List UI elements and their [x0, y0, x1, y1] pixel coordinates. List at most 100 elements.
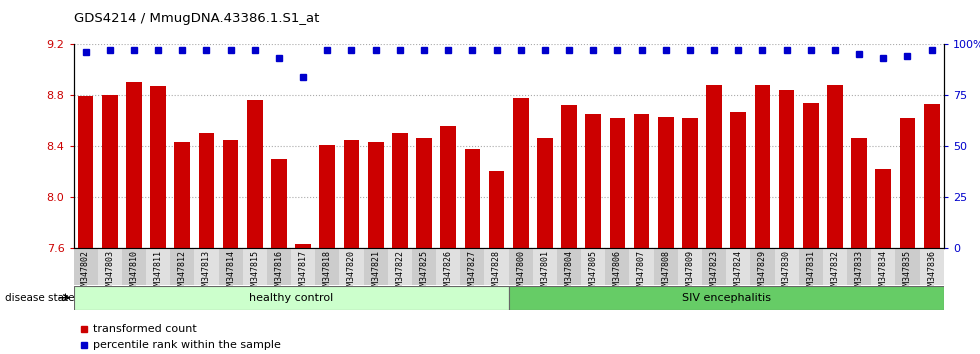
Text: GSM347800: GSM347800	[516, 250, 525, 295]
Bar	[412, 248, 436, 285]
Text: GSM347835: GSM347835	[903, 250, 912, 295]
Text: GSM347836: GSM347836	[927, 250, 936, 295]
Bar	[774, 248, 799, 285]
Bar	[171, 248, 194, 285]
Bar	[291, 248, 316, 285]
Text: GSM347812: GSM347812	[177, 250, 187, 295]
Bar	[484, 248, 509, 285]
Bar	[823, 248, 847, 285]
Text: GSM347828: GSM347828	[492, 250, 501, 295]
Text: GSM347834: GSM347834	[879, 250, 888, 295]
Bar	[77, 96, 93, 248]
Bar	[150, 86, 166, 248]
Text: SIV encephalitis: SIV encephalitis	[682, 293, 770, 303]
Bar	[803, 103, 818, 248]
Bar	[702, 248, 726, 285]
Bar	[267, 248, 291, 285]
Bar	[730, 112, 746, 248]
Text: GSM347814: GSM347814	[226, 250, 235, 295]
Bar	[871, 248, 896, 285]
Bar	[537, 138, 553, 248]
Bar	[74, 286, 509, 310]
Bar	[557, 248, 581, 285]
Bar	[751, 248, 774, 285]
Bar	[368, 142, 383, 248]
Bar	[392, 133, 408, 248]
Text: GSM347817: GSM347817	[299, 250, 308, 295]
Bar	[827, 85, 843, 248]
Text: disease state: disease state	[5, 293, 74, 303]
Bar	[339, 248, 364, 285]
Text: GSM347823: GSM347823	[710, 250, 718, 295]
Bar	[247, 100, 263, 248]
Text: GSM347813: GSM347813	[202, 250, 211, 295]
Bar	[562, 105, 577, 248]
Text: GSM347803: GSM347803	[105, 250, 115, 295]
Bar	[74, 248, 98, 285]
Bar	[799, 248, 823, 285]
Bar	[146, 248, 171, 285]
Bar	[344, 140, 360, 248]
Bar	[852, 138, 867, 248]
Bar	[122, 248, 146, 285]
Bar	[461, 248, 484, 285]
Bar	[726, 248, 751, 285]
Bar	[707, 85, 722, 248]
Bar	[222, 140, 238, 248]
Bar	[678, 248, 702, 285]
Text: GSM347809: GSM347809	[685, 250, 695, 295]
Text: GSM347833: GSM347833	[855, 250, 863, 295]
Text: GSM347811: GSM347811	[154, 250, 163, 295]
Text: GSM347801: GSM347801	[540, 250, 550, 295]
Bar	[847, 248, 871, 285]
Text: GSM347826: GSM347826	[444, 250, 453, 295]
Text: GSM347829: GSM347829	[758, 250, 767, 295]
Bar	[295, 244, 311, 248]
Bar	[243, 248, 267, 285]
Text: GSM347815: GSM347815	[250, 250, 260, 295]
Bar	[364, 248, 388, 285]
Text: GSM347830: GSM347830	[782, 250, 791, 295]
Bar	[533, 248, 557, 285]
Text: transformed count: transformed count	[93, 324, 196, 333]
Text: GSM347821: GSM347821	[371, 250, 380, 295]
Bar	[194, 248, 219, 285]
Bar	[126, 82, 142, 248]
Text: healthy control: healthy control	[249, 293, 333, 303]
Bar	[489, 171, 505, 248]
Bar	[610, 118, 625, 248]
Bar	[388, 248, 412, 285]
Bar	[634, 114, 650, 248]
Text: percentile rank within the sample: percentile rank within the sample	[93, 340, 280, 350]
Bar	[98, 248, 122, 285]
Bar	[416, 138, 432, 248]
Bar	[174, 142, 190, 248]
Text: GSM347810: GSM347810	[129, 250, 138, 295]
Text: GSM347832: GSM347832	[830, 250, 840, 295]
Bar	[219, 248, 243, 285]
Text: GSM347831: GSM347831	[807, 250, 815, 295]
Bar	[440, 126, 456, 248]
Text: GSM347825: GSM347825	[419, 250, 428, 295]
Bar	[199, 133, 215, 248]
Text: GSM347824: GSM347824	[734, 250, 743, 295]
Bar	[509, 248, 533, 285]
Bar	[319, 145, 335, 248]
Bar	[102, 95, 118, 248]
Text: GSM347816: GSM347816	[274, 250, 283, 295]
Text: GSM347818: GSM347818	[322, 250, 332, 295]
Text: GDS4214 / MmugDNA.43386.1.S1_at: GDS4214 / MmugDNA.43386.1.S1_at	[74, 12, 318, 25]
Bar	[316, 248, 339, 285]
Bar	[606, 248, 629, 285]
Bar	[779, 90, 795, 248]
Bar	[629, 248, 654, 285]
Text: GSM347804: GSM347804	[564, 250, 573, 295]
Text: GSM347820: GSM347820	[347, 250, 356, 295]
Text: GSM347827: GSM347827	[467, 250, 477, 295]
Bar	[755, 85, 770, 248]
Text: GSM347806: GSM347806	[612, 250, 622, 295]
Bar	[654, 248, 678, 285]
Bar	[581, 248, 606, 285]
Bar	[585, 114, 601, 248]
Text: GSM347805: GSM347805	[589, 250, 598, 295]
